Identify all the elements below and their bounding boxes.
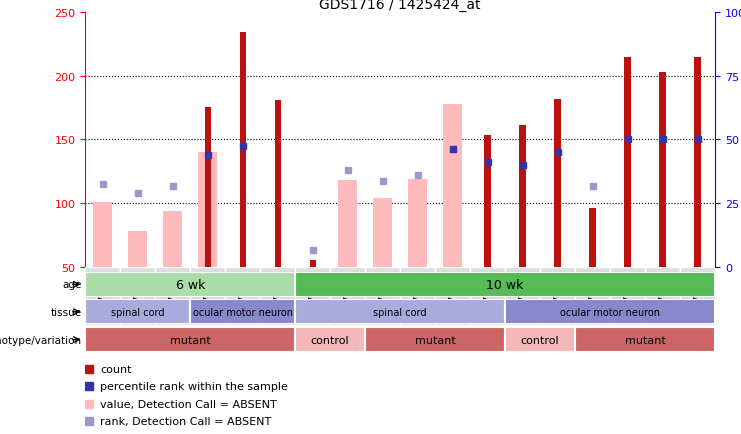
Bar	[519, 126, 526, 267]
Bar	[625, 57, 631, 267]
Bar	[198, 153, 217, 267]
Bar	[163, 211, 182, 267]
Text: GSM75464: GSM75464	[203, 272, 212, 320]
Bar	[295, 267, 330, 326]
Text: mutant: mutant	[415, 335, 456, 345]
Text: GSM75487: GSM75487	[378, 272, 387, 321]
Bar	[85, 272, 295, 297]
Bar	[400, 267, 435, 326]
Bar	[589, 208, 596, 267]
Bar	[680, 267, 715, 326]
Text: GSM75465: GSM75465	[238, 272, 247, 321]
Text: mutant: mutant	[170, 335, 210, 345]
Text: control: control	[310, 335, 350, 345]
Bar	[505, 267, 540, 326]
Text: genotype/variation: genotype/variation	[0, 335, 82, 345]
Text: 10 wk: 10 wk	[486, 278, 524, 291]
Bar	[205, 108, 211, 267]
Bar	[505, 299, 715, 325]
Text: control: control	[521, 335, 559, 345]
Bar	[190, 267, 225, 326]
Text: GSM75484: GSM75484	[588, 272, 597, 320]
Bar	[373, 198, 392, 267]
Bar	[435, 267, 470, 326]
Bar	[694, 57, 701, 267]
Text: GSM75489: GSM75489	[658, 272, 667, 321]
Bar	[338, 181, 357, 267]
Bar	[310, 260, 316, 267]
Text: GSM75469: GSM75469	[168, 272, 177, 321]
Text: GSM75479: GSM75479	[553, 272, 562, 321]
Text: count: count	[100, 364, 132, 374]
Bar	[659, 72, 665, 267]
Bar	[540, 267, 575, 326]
Bar	[443, 105, 462, 267]
Bar	[645, 267, 680, 326]
Title: GDS1716 / 1425424_at: GDS1716 / 1425424_at	[319, 0, 481, 12]
Bar	[554, 99, 561, 267]
Bar	[295, 272, 715, 297]
Bar	[505, 327, 575, 352]
Bar	[365, 327, 505, 352]
Text: 6 wk: 6 wk	[176, 278, 205, 291]
Text: GSM75507: GSM75507	[483, 272, 492, 321]
Bar	[610, 267, 645, 326]
Bar	[260, 267, 295, 326]
Bar	[93, 202, 113, 267]
Text: GSM75468: GSM75468	[133, 272, 142, 321]
Bar	[239, 33, 246, 267]
Bar	[295, 327, 365, 352]
Text: GSM75506: GSM75506	[448, 272, 457, 321]
Bar	[295, 299, 505, 325]
Text: GSM75486: GSM75486	[343, 272, 352, 321]
Text: GSM75467: GSM75467	[99, 272, 107, 321]
Bar	[575, 267, 610, 326]
Bar	[365, 267, 400, 326]
Text: percentile rank within the sample: percentile rank within the sample	[100, 381, 288, 391]
Text: GSM75466: GSM75466	[273, 272, 282, 321]
Bar	[85, 267, 120, 326]
Bar	[330, 267, 365, 326]
Bar	[120, 267, 155, 326]
Text: spinal cord: spinal cord	[373, 307, 427, 317]
Bar	[85, 299, 190, 325]
Bar	[85, 327, 295, 352]
Text: spinal cord: spinal cord	[111, 307, 165, 317]
Bar	[408, 179, 428, 267]
Text: rank, Detection Call = ABSENT: rank, Detection Call = ABSENT	[100, 416, 272, 426]
Text: ocular motor neuron: ocular motor neuron	[560, 307, 660, 317]
Text: GSM75485: GSM75485	[308, 272, 317, 321]
Bar	[575, 327, 715, 352]
Text: GSM75490: GSM75490	[693, 272, 702, 321]
Text: mutant: mutant	[625, 335, 665, 345]
Bar	[225, 267, 260, 326]
Text: value, Detection Call = ABSENT: value, Detection Call = ABSENT	[100, 399, 277, 408]
Bar	[155, 267, 190, 326]
Text: GSM75472: GSM75472	[518, 272, 527, 320]
Text: GSM75505: GSM75505	[413, 272, 422, 321]
Bar	[470, 267, 505, 326]
Bar	[190, 299, 295, 325]
Text: GSM75488: GSM75488	[623, 272, 632, 321]
Bar	[485, 136, 491, 267]
Text: tissue: tissue	[50, 307, 82, 317]
Text: ocular motor neuron: ocular motor neuron	[193, 307, 293, 317]
Text: age: age	[62, 280, 82, 289]
Bar	[274, 101, 281, 267]
Bar	[128, 231, 147, 267]
